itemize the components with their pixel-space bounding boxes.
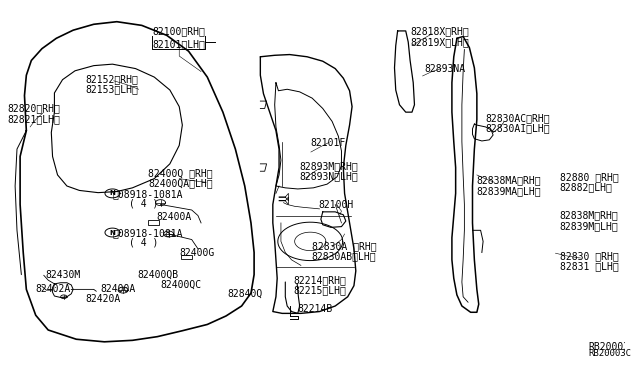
- Text: 82100〈RH〉: 82100〈RH〉: [153, 26, 205, 36]
- Text: 82880 〈RH〉: 82880 〈RH〉: [560, 172, 619, 182]
- Text: 82101〈LH〉: 82101〈LH〉: [153, 39, 205, 49]
- Text: ⓝ08918-1081A: ⓝ08918-1081A: [113, 228, 183, 238]
- Text: 82400QC: 82400QC: [161, 280, 202, 290]
- Text: 82100H: 82100H: [318, 200, 354, 210]
- Text: 82820〈RH〉: 82820〈RH〉: [8, 103, 61, 113]
- Text: 82400QA〈LH〉: 82400QA〈LH〉: [148, 179, 212, 188]
- Text: 82400Q 〈RH〉: 82400Q 〈RH〉: [148, 168, 212, 178]
- Bar: [148, 220, 159, 225]
- Text: 82400QB: 82400QB: [138, 270, 179, 280]
- Text: 82893M〈RH〉: 82893M〈RH〉: [300, 161, 358, 171]
- Text: RB20003C: RB20003C: [588, 341, 635, 352]
- Text: ⓝ08918-1081A: ⓝ08918-1081A: [113, 189, 183, 199]
- Text: 82400A: 82400A: [156, 212, 191, 222]
- Text: N: N: [109, 230, 115, 235]
- Text: 82402A: 82402A: [36, 283, 71, 294]
- Text: RB20003C: RB20003C: [588, 350, 631, 359]
- Text: 82839M〈LH〉: 82839M〈LH〉: [560, 221, 619, 231]
- Text: 82830 〈RH〉: 82830 〈RH〉: [560, 251, 619, 261]
- Text: 82830A 〈RH〉: 82830A 〈RH〉: [312, 241, 376, 251]
- Text: 82152〈RH〉: 82152〈RH〉: [86, 74, 138, 84]
- Text: 82831 〈LH〉: 82831 〈LH〉: [560, 262, 619, 272]
- Text: 82893NA: 82893NA: [424, 64, 465, 74]
- Text: 82430M: 82430M: [45, 270, 80, 280]
- Text: 82830AC〈RH〉: 82830AC〈RH〉: [485, 113, 550, 123]
- Text: 82214B: 82214B: [298, 304, 333, 314]
- Text: 82819X〈LH〉: 82819X〈LH〉: [411, 37, 470, 47]
- Text: 82214〈RH〉: 82214〈RH〉: [293, 275, 346, 285]
- Text: 82838M〈RH〉: 82838M〈RH〉: [560, 211, 619, 221]
- Text: 82830AI〈LH〉: 82830AI〈LH〉: [485, 123, 550, 133]
- Text: 82153〈LH〉: 82153〈LH〉: [86, 84, 138, 94]
- Text: 82215〈LH〉: 82215〈LH〉: [293, 285, 346, 295]
- Text: 82821〈LH〉: 82821〈LH〉: [8, 114, 61, 124]
- Text: 82420A: 82420A: [86, 294, 121, 304]
- Text: 82839MA〈LH〉: 82839MA〈LH〉: [477, 186, 541, 196]
- Text: ( 4 ): ( 4 ): [129, 199, 159, 209]
- Text: 82101F: 82101F: [310, 138, 346, 148]
- Text: 82882〈LH〉: 82882〈LH〉: [560, 182, 612, 192]
- Text: 82400A: 82400A: [100, 283, 135, 294]
- Text: 82838MA〈RH〉: 82838MA〈RH〉: [477, 176, 541, 186]
- Text: 82818X〈RH〉: 82818X〈RH〉: [411, 27, 470, 37]
- Text: 82830AB〈LH〉: 82830AB〈LH〉: [312, 251, 376, 261]
- Text: 82400G: 82400G: [179, 248, 214, 258]
- Text: 82893N〈LH〉: 82893N〈LH〉: [300, 171, 358, 181]
- Text: ( 4 ): ( 4 ): [129, 238, 159, 248]
- Text: N: N: [109, 190, 115, 196]
- Text: 82840Q: 82840Q: [227, 289, 262, 299]
- Bar: [181, 255, 193, 259]
